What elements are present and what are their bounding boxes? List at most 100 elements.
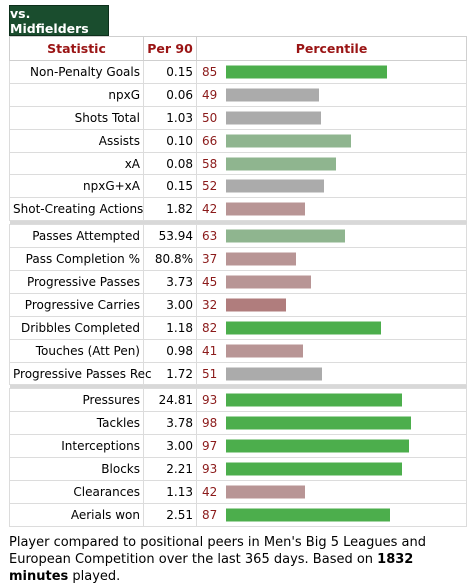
- percentile-cell: 82: [196, 315, 467, 340]
- table-row: Blocks 2.21 93: [9, 457, 467, 482]
- table-row: Aerials won 2.51 87: [9, 502, 467, 527]
- percentile-value: 63: [202, 229, 218, 244]
- table-row: Pressures 24.81 93: [9, 388, 467, 413]
- percentile-cell: 45: [196, 270, 467, 294]
- table-row: Shots Total 1.03 50: [9, 105, 467, 130]
- percentile-bar: [226, 88, 319, 102]
- stat-name: xA: [9, 151, 144, 176]
- percentile-bar: [226, 65, 387, 79]
- table-row: Non-Penalty Goals 0.15 85: [9, 60, 467, 84]
- percentile-cell: 63: [196, 224, 467, 249]
- percentile-value: 41: [202, 343, 218, 358]
- percentile-value: 37: [202, 252, 218, 267]
- percentile-value: 58: [202, 156, 218, 171]
- percentile-cell: 52: [196, 174, 467, 199]
- stat-name: Passes Attempted: [9, 224, 144, 249]
- percentile-bar: [226, 229, 345, 243]
- separator-cell: [9, 220, 467, 225]
- per90-value: 1.18: [143, 315, 197, 340]
- table-row: Pass Completion % 80.8% 37: [9, 247, 467, 272]
- header-per90: Per 90: [143, 36, 197, 61]
- percentile-cell: 37: [196, 247, 467, 272]
- percentile-value: 97: [202, 439, 218, 454]
- percentile-value: 98: [202, 416, 218, 431]
- per90-value: 53.94: [143, 224, 197, 249]
- table-row: Assists 0.10 66: [9, 128, 467, 153]
- per90-value: 0.98: [143, 338, 197, 363]
- per90-value: 0.10: [143, 128, 197, 153]
- percentile-bar: [226, 508, 390, 522]
- percentile-bar: [226, 439, 409, 453]
- percentile-bar: [226, 157, 336, 170]
- per90-value: 3.00: [143, 292, 197, 317]
- table-row: npxG+xA 0.15 52: [9, 174, 467, 199]
- stat-name: Touches (Att Pen): [9, 338, 144, 363]
- table-row: Interceptions 3.00 97: [9, 434, 467, 459]
- percentile-value: 50: [202, 110, 218, 125]
- per90-value: 24.81: [143, 388, 197, 413]
- percentile-value: 51: [202, 366, 218, 381]
- percentile-value: 82: [202, 320, 218, 335]
- stat-name: Pressures: [9, 388, 144, 413]
- percentile-value: 93: [202, 462, 218, 477]
- percentile-bar: [226, 134, 351, 148]
- table-row: Tackles 3.78 98: [9, 411, 467, 436]
- per90-value: 1.13: [143, 480, 197, 504]
- stat-name: Progressive Passes: [9, 270, 144, 294]
- stat-name: Aerials won: [9, 502, 144, 527]
- stat-name: Progressive Carries: [9, 292, 144, 317]
- table-body: Non-Penalty Goals 0.15 85 npxG 0.06 49 Shots T…: [9, 60, 467, 527]
- stat-name: Shots Total: [9, 105, 144, 130]
- per90-value: 3.73: [143, 270, 197, 294]
- percentile-value: 45: [202, 274, 218, 289]
- percentile-bar: [226, 367, 322, 381]
- percentile-value: 93: [202, 393, 218, 408]
- stat-name: Pass Completion %: [9, 247, 144, 272]
- percentile-bar: [226, 111, 321, 125]
- per90-value: 3.00: [143, 434, 197, 459]
- percentile-cell: 98: [196, 411, 467, 436]
- table-row: xA 0.08 58: [9, 151, 467, 176]
- percentile-bar: [226, 416, 411, 430]
- percentile-cell: 87: [196, 502, 467, 527]
- percentile-cell: 42: [196, 197, 467, 222]
- table-header-row: Statistic Per 90 Percentile: [9, 36, 467, 61]
- percentile-bar: [226, 298, 286, 312]
- header-percentile: Percentile: [196, 36, 467, 61]
- percentile-value: 42: [202, 202, 218, 217]
- percentile-value: 87: [202, 507, 218, 522]
- per90-value: 1.72: [143, 361, 197, 386]
- footer-note: Player compared to positional peers in M…: [9, 534, 471, 585]
- percentile-cell: 66: [196, 128, 467, 153]
- percentile-cell: 93: [196, 457, 467, 482]
- percentile-cell: 50: [196, 105, 467, 130]
- group-separator: [9, 384, 467, 389]
- per90-value: 0.08: [143, 151, 197, 176]
- stat-name: Interceptions: [9, 434, 144, 459]
- per90-value: 1.03: [143, 105, 197, 130]
- footer-text-2: played.: [68, 569, 121, 584]
- percentile-bar: [226, 275, 311, 289]
- percentile-cell: 58: [196, 151, 467, 176]
- tab-vs-midfielders[interactable]: vs. Midfielders: [9, 5, 109, 36]
- stat-name: Clearances: [9, 480, 144, 504]
- per90-value: 1.82: [143, 197, 197, 222]
- percentile-bar: [226, 344, 303, 358]
- table-row: Dribbles Completed 1.18 82: [9, 315, 467, 340]
- percentile-value: 32: [202, 297, 218, 312]
- percentile-bar: [226, 179, 324, 193]
- scouting-report-table: Statistic Per 90 Percentile Non-Penalty …: [9, 36, 467, 527]
- percentile-cell: 93: [196, 388, 467, 413]
- percentile-bar: [226, 485, 305, 499]
- percentile-value: 85: [202, 64, 218, 79]
- percentile-cell: 51: [196, 361, 467, 386]
- percentile-bar: [226, 462, 402, 476]
- stat-name: npxG: [9, 82, 144, 107]
- per90-value: 3.78: [143, 411, 197, 436]
- per90-value: 0.15: [143, 174, 197, 199]
- per90-value: 2.51: [143, 502, 197, 527]
- table-row: Shot-Creating Actions 1.82 42: [9, 197, 467, 222]
- table-row: Touches (Att Pen) 0.98 41: [9, 338, 467, 363]
- percentile-bar: [226, 393, 402, 407]
- percentile-value: 66: [202, 133, 218, 148]
